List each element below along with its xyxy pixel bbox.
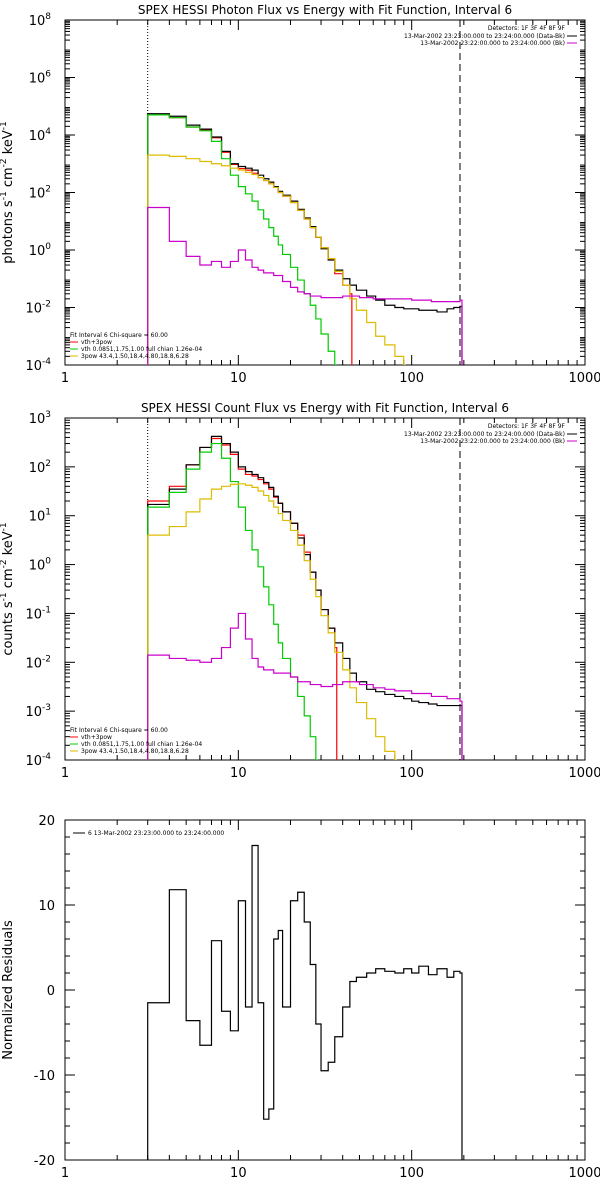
y-tick-label: 10-1 xyxy=(25,605,51,622)
chart-title: SPEX HESSI Photon Flux vs Energy with Fi… xyxy=(138,3,512,17)
y-tick-label: 100 xyxy=(29,557,52,574)
y-axis-label: Normalized Residuals xyxy=(1,920,16,1060)
y-tick-label: 100 xyxy=(29,242,52,259)
legend-entry: 13-Mar-2002 23:22:00.000 to 23:24:00.000… xyxy=(420,438,565,445)
y-tick-label: 10-2 xyxy=(25,300,51,317)
series-bpow xyxy=(147,483,397,760)
chart-title: SPEX HESSI Count Flux vs Energy with Fit… xyxy=(141,401,509,415)
fit-legend-entry: Fit Interval 6 Chi-square = 60.00 xyxy=(70,332,168,339)
photon-flux-panel: SPEX HESSI Photon Flux vs Energy with Fi… xyxy=(0,3,600,386)
series-vth xyxy=(147,442,318,760)
series-total xyxy=(147,113,463,365)
series-total xyxy=(147,435,463,760)
y-tick-label: 104 xyxy=(29,127,52,144)
x-tick-label: 100 xyxy=(399,1166,424,1181)
x-tick-label: 1 xyxy=(61,766,69,781)
plot-frame xyxy=(64,819,586,1161)
y-tick-label: 102 xyxy=(29,459,51,476)
x-tick-label: 10 xyxy=(230,766,247,781)
y-tick-label: 10-2 xyxy=(25,654,51,671)
y-tick-label: 102 xyxy=(29,185,51,202)
y-tick-label: 106 xyxy=(29,70,52,87)
detectors-label: Detectors: 1F 3F 4F 8F 9F xyxy=(488,423,566,430)
y-axis-label: counts s-1 cm-2 keV-1 xyxy=(0,522,16,655)
y-tick-label: -20 xyxy=(34,1154,55,1169)
residuals-panel: 1 10 100 1000 -20 -10 0 10 20 Normalized Residual… xyxy=(1,814,600,1181)
series-bk xyxy=(147,206,463,365)
x-tick-label: 100 xyxy=(399,766,424,781)
x-tick-label: 100 xyxy=(399,371,424,386)
fit-legend-entry: 3pow 43.4,1.50,18.4,4.80,18.8,6.28 xyxy=(81,748,189,755)
x-tick-label: 1 xyxy=(61,371,69,386)
legend-entry: 13-Mar-2002 23:23:00.000 to 23:24:00.000… xyxy=(404,431,565,438)
y-tick-label: 10-3 xyxy=(25,703,51,720)
x-tick-label: 1000 xyxy=(568,371,600,386)
x-tick-label: 1000 xyxy=(568,1166,600,1181)
plot-frame xyxy=(64,19,586,366)
x-tick-label: 1 xyxy=(61,1166,69,1181)
legend-entry: 6 13-Mar-2002 23:23:00.000 to 23:24:00.0… xyxy=(88,830,224,837)
fit-legend-entry: vth 0.0851,1.75,1.00 full chian 1.26e-04 xyxy=(81,346,202,353)
x-tick-label: 1000 xyxy=(568,766,600,781)
y-tick-label: 10-4 xyxy=(25,752,51,769)
y-axis-label: photons s-1 cm-2 keV-1 xyxy=(0,121,16,263)
legend-entry: 13-Mar-2002 23:22:00.000 to 23:24:00.000… xyxy=(420,40,565,47)
y-tick-label: 101 xyxy=(29,508,51,525)
series-bpow xyxy=(147,154,406,365)
plot-frame xyxy=(64,417,586,761)
y-tick-label: 0 xyxy=(47,984,55,999)
y-tick-label: 103 xyxy=(29,410,51,427)
fit-legend-entry: Fit Interval 6 Chi-square = 60.00 xyxy=(70,727,168,734)
y-tick-label: 108 xyxy=(29,12,52,29)
series-bk xyxy=(147,612,463,760)
y-tick-label: -10 xyxy=(34,1069,55,1084)
y-tick-label: 10-4 xyxy=(25,357,51,374)
series-sum xyxy=(147,437,338,760)
x-tick-label: 10 xyxy=(230,371,247,386)
fit-legend-entry: 3pow 43.4,1.50,18.4,4.80,18.8,6.28 xyxy=(81,353,189,360)
fit-legend-entry: vth 0.0851,1.75,1.00 full chian 1.26e-04 xyxy=(81,741,202,748)
y-tick-label: 10 xyxy=(38,899,55,914)
series-vth xyxy=(147,114,337,365)
fit-legend-entry: vth+3pow xyxy=(81,339,112,346)
series-resid xyxy=(147,844,463,1160)
y-tick-label: 20 xyxy=(38,814,55,829)
legend-entry: 13-Mar-2002 23:23:00.000 to 23:24:00.000… xyxy=(404,33,565,40)
count-flux-panel: SPEX HESSI Count Flux vs Energy with Fit… xyxy=(0,401,600,781)
fit-legend-entry: vth+3pow xyxy=(81,734,112,741)
x-tick-label: 10 xyxy=(230,1166,247,1181)
detectors-label: Detectors: 1F 3F 4F 8F 9F xyxy=(488,25,566,32)
